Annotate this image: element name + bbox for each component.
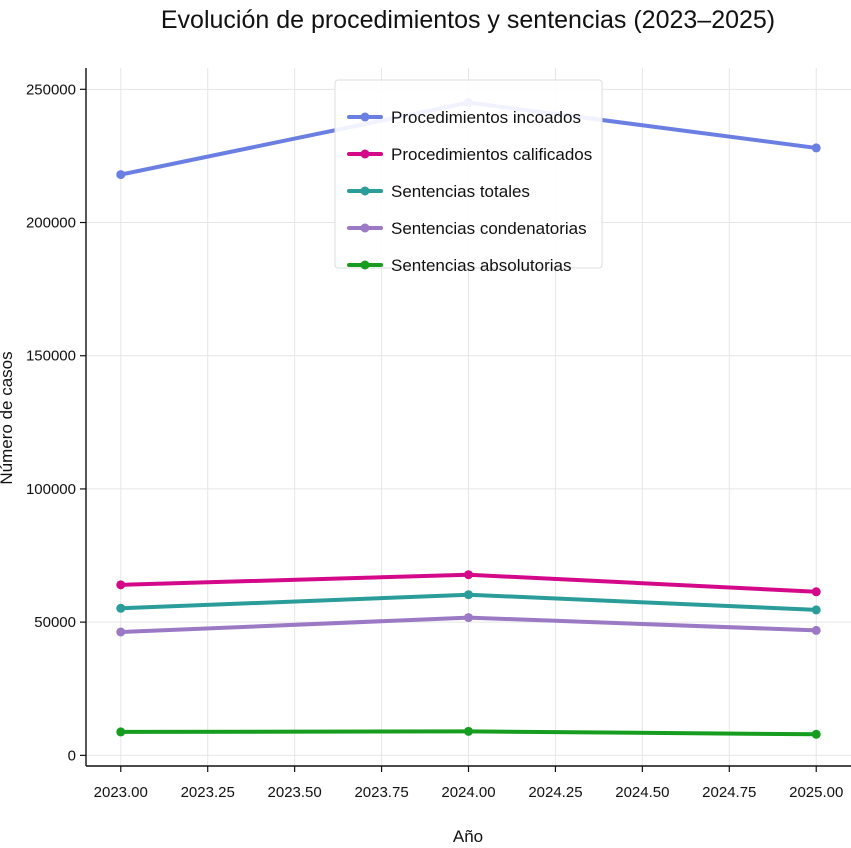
x-axis-label: Año xyxy=(453,827,483,846)
data-point xyxy=(811,605,821,615)
data-point xyxy=(464,590,473,600)
y-tick-label: 250000 xyxy=(26,81,76,98)
x-tick-label: 2023.00 xyxy=(94,784,148,801)
y-axis-label: Número de casos xyxy=(0,351,16,484)
legend-swatch-marker xyxy=(360,260,370,270)
legend-label: Sentencias absolutorias xyxy=(391,256,572,275)
x-tick-label: 2024.00 xyxy=(441,784,495,801)
legend-swatch-marker xyxy=(360,223,370,233)
legend-swatch-marker xyxy=(360,112,370,122)
y-tick-label: 200000 xyxy=(26,215,76,232)
x-tick-label: 2024.50 xyxy=(615,784,669,801)
legend-box xyxy=(334,79,603,269)
x-tick-label: 2023.50 xyxy=(268,784,322,801)
data-point xyxy=(116,603,126,613)
legend-label: Procedimientos incoados xyxy=(391,108,581,127)
x-tick-label: 2025.00 xyxy=(789,784,843,801)
y-tick-label: 150000 xyxy=(26,348,76,365)
x-tick-label: 2023.75 xyxy=(354,784,408,801)
y-tick-label: 100000 xyxy=(26,481,76,498)
legend-label: Sentencias condenatorias xyxy=(391,219,587,238)
data-point xyxy=(116,627,126,637)
data-point xyxy=(811,143,821,153)
data-point xyxy=(116,727,126,737)
y-tick-label: 0 xyxy=(68,747,76,764)
data-point xyxy=(464,570,473,580)
x-tick-label: 2024.25 xyxy=(528,784,582,801)
legend-swatch-marker xyxy=(360,186,370,196)
legend: Procedimientos incoados Procedimientos ca… xyxy=(334,79,603,275)
data-point xyxy=(811,625,821,635)
axes-layer: 2023.00 2023.25 2023.50 2023.75 2024.00 2024.… xyxy=(26,68,851,801)
x-tick-label: 2024.75 xyxy=(702,784,756,801)
data-point xyxy=(811,729,821,739)
data-point xyxy=(116,580,126,590)
legend-label: Sentencias totales xyxy=(391,182,530,201)
data-point xyxy=(116,170,126,180)
data-point xyxy=(811,587,821,597)
legend-label: Procedimientos calificados xyxy=(391,145,592,164)
chart-title: Evolución de procedimientos y sentencias… xyxy=(161,6,775,34)
data-point xyxy=(464,613,473,623)
y-tick-label: 50000 xyxy=(34,614,76,631)
data-point xyxy=(464,726,473,736)
x-tick-label: 2023.25 xyxy=(181,784,235,801)
legend-swatch-marker xyxy=(360,149,370,159)
